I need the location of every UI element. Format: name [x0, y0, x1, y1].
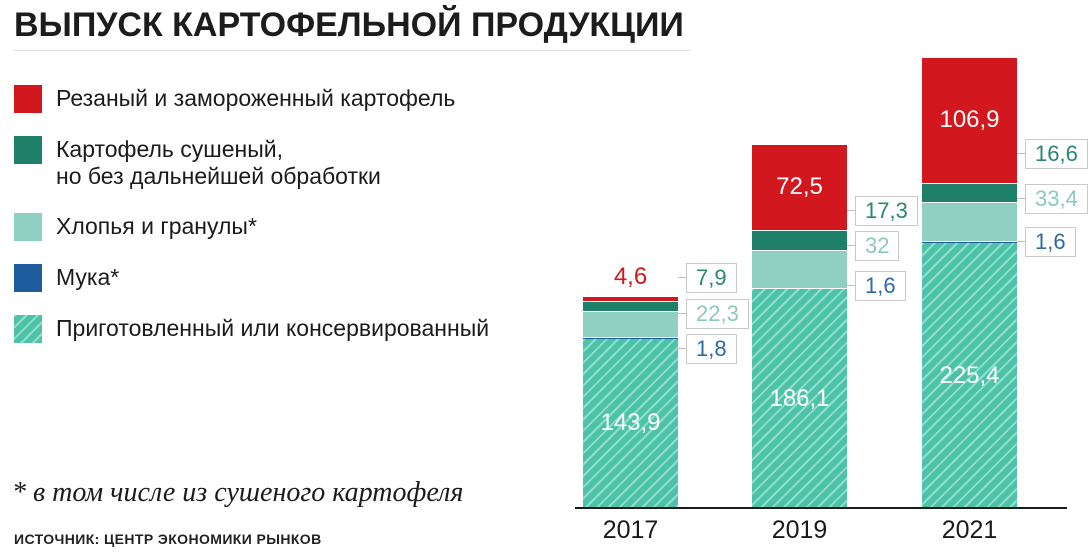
- axis-label-2019: 2019: [771, 516, 828, 544]
- callout-leader-flakes-2019: [847, 245, 856, 246]
- legend-swatch-frozen: [14, 85, 42, 113]
- title-underline: [14, 50, 690, 51]
- callout-flour-2019: 1,6: [855, 271, 906, 301]
- legend-item-prepared: Приготовленный или консервированный: [14, 315, 489, 343]
- legend-label-dried-line2: но без дальнейшей обработки: [56, 163, 381, 189]
- bar-segment-prepared-2019: [752, 289, 847, 508]
- x-axis-line: [575, 507, 1067, 509]
- legend-item-dried: Картофель сушеный, но без дальнейшей обра…: [14, 136, 489, 190]
- legend-swatch-dried: [14, 136, 42, 164]
- callout-dried-2019: 17,3: [855, 196, 918, 226]
- bar-segment-flour-2021: [922, 241, 1017, 244]
- callout-flour-2021: 1,6: [1025, 227, 1076, 257]
- callout-leader-flour-2017: [678, 348, 687, 349]
- legend-swatch-flakes: [14, 213, 42, 241]
- callout-leader-dried-2021: [1017, 153, 1026, 154]
- legend-swatch-prepared: [14, 315, 42, 343]
- bar-value-frozen-2017: 4,6: [613, 263, 648, 290]
- bar-segment-flakes-2019: [752, 249, 847, 288]
- bar-segment-frozen-2021: [922, 57, 1017, 183]
- callout-flakes-2019: 32: [855, 231, 900, 261]
- bar-segment-dried-2019: [752, 229, 847, 250]
- callout-leader-dried-2019: [847, 210, 856, 211]
- axis-label-2017: 2017: [602, 516, 659, 544]
- axis-label-2021: 2021: [941, 516, 998, 544]
- legend-item-frozen: Резаный и замороженный картофель: [14, 85, 489, 113]
- bar-segment-frozen-2017: [583, 296, 678, 302]
- source-line: ИСТОЧНИК: ЦЕНТР ЭКОНОМИКИ РЫНКОВ: [14, 531, 322, 547]
- legend-label-dried-line1: Картофель сушеный,: [56, 136, 284, 162]
- legend-label-dried: Картофель сушеный, но без дальнейшей обра…: [56, 136, 381, 190]
- callout-flour-2017: 1,8: [686, 334, 737, 364]
- legend-label-frozen: Резаный и замороженный картофель: [56, 85, 456, 111]
- callout-leader-flakes-2021: [1017, 198, 1026, 199]
- bar-segment-prepared-2021: [922, 243, 1017, 508]
- callout-flakes-2021: 33,4: [1025, 184, 1088, 214]
- bar-value-frozen-2019: 72,5: [776, 173, 823, 201]
- callout-leader-dried-2017: [678, 277, 687, 278]
- bar-segment-dried-2021: [922, 182, 1017, 203]
- bar-segment-dried-2017: [583, 301, 678, 311]
- bar-segment-flour-2019: [752, 287, 847, 290]
- legend-item-flour: Мука*: [14, 264, 489, 292]
- callout-dried-2017: 7,9: [686, 263, 737, 293]
- legend-label-prepared: Приготовленный или консервированный: [56, 315, 490, 341]
- bar-segment-flakes-2017: [583, 310, 678, 337]
- footnote: * в том числе из сушеного картофеля: [12, 477, 464, 508]
- legend-swatch-flour: [14, 264, 42, 292]
- bar-value-prepared-2017: 143,9: [600, 409, 661, 437]
- legend-label-flour: Мука*: [56, 264, 120, 290]
- chart-title: ВЫПУСК КАРТОФЕЛЬНОЙ ПРОДУКЦИИ: [14, 6, 684, 44]
- legend: Резаный и замороженный картофель Картофе…: [14, 85, 489, 343]
- callout-leader-flakes-2017: [678, 313, 687, 314]
- callout-flakes-2017: 22,3: [686, 299, 749, 329]
- bar-value-prepared-2019: 186,1: [769, 384, 830, 412]
- legend-item-flakes: Хлопья и гранулы*: [14, 213, 489, 241]
- bar-segment-frozen-2019: [752, 144, 847, 230]
- bar-value-frozen-2021: 106,9: [939, 105, 1000, 133]
- bar-segment-flakes-2021: [922, 202, 1017, 242]
- bar-segment-prepared-2017: [583, 338, 678, 508]
- callout-leader-flour-2019: [847, 285, 856, 286]
- legend-label-flakes: Хлопья и гранулы*: [56, 213, 257, 239]
- bar-value-prepared-2021: 225,4: [939, 361, 1000, 389]
- callout-dried-2021: 16,6: [1025, 139, 1088, 169]
- bar-segment-flour-2017: [583, 336, 678, 339]
- callout-leader-flour-2021: [1017, 241, 1026, 242]
